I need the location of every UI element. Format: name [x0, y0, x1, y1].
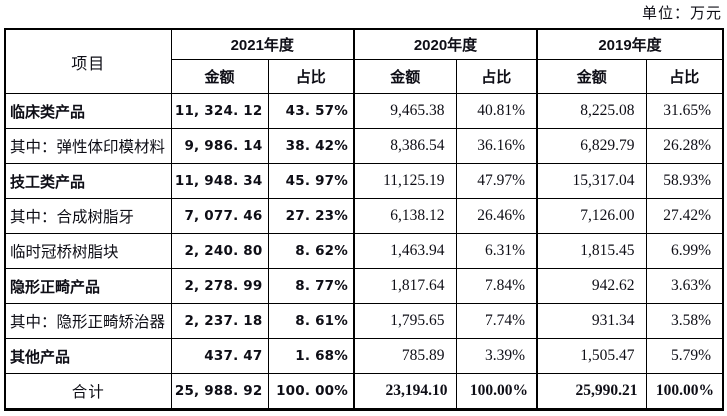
share-2019: 27.42%: [645, 198, 724, 234]
amount-2019: 1,505.47: [536, 338, 647, 374]
share-2020: 47.97%: [455, 163, 538, 199]
share-2021: 45. 97%: [267, 163, 355, 199]
header-share-2020: 占比: [455, 59, 538, 94]
share-2020: 3.39%: [455, 338, 538, 374]
share-2019: 5.79%: [645, 338, 724, 374]
amount-2021: 11, 324. 12: [170, 93, 269, 129]
row-label: 其中：合成树脂牙: [4, 198, 172, 234]
amount-2019: 7,126.00: [536, 198, 647, 234]
amount-2020: 1,463.94: [353, 233, 457, 269]
row-label: 其他产品: [4, 338, 172, 374]
row-label: 临床类产品: [4, 93, 172, 129]
share-2019: 100.00%: [645, 373, 724, 410]
amount-2020: 11,125.19: [353, 163, 457, 199]
amount-2020: 1,795.65: [353, 303, 457, 339]
amount-2021: 7, 077. 46: [170, 198, 269, 234]
share-2021: 1. 68%: [267, 338, 355, 374]
amount-2019: 1,815.45: [536, 233, 647, 269]
header-amount-2020: 金额: [353, 59, 457, 94]
amount-2021: 25, 988. 92: [170, 373, 269, 410]
amount-2020: 785.89: [353, 338, 457, 374]
table-row-clinical-products: 临床类产品 11, 324. 12 43. 57% 9,465.38 40.81…: [4, 93, 724, 129]
amount-2019: 8,225.08: [536, 93, 647, 129]
row-label: 其中：隐形正畸矫治器: [4, 303, 172, 339]
header-row-years: 项目 2021年度 2020年度 2019年度: [4, 28, 724, 94]
header-row-measures: 金额 占比 金额 占比 金额 占比: [5, 59, 724, 94]
revenue-by-product-table: 项目 2021年度 2020年度 2019年度 金额 占比 金额 占比 金额 占…: [4, 28, 724, 411]
header-item: 项目: [4, 28, 172, 94]
amount-2021: 9, 986. 14: [170, 128, 269, 164]
amount-2019: 25,990.21: [536, 373, 647, 410]
header-year-2020: 2020年度: [353, 28, 538, 60]
row-label: 临时冠桥树脂块: [4, 233, 172, 269]
amount-2021: 11, 948. 34: [170, 163, 269, 199]
amount-2020: 23,194.10: [353, 373, 457, 410]
amount-2021: 2, 237. 18: [170, 303, 269, 339]
header-amount-2021: 金额: [170, 59, 269, 94]
amount-2019: 6,829.79: [536, 128, 647, 164]
amount-2019: 931.34: [536, 303, 647, 339]
share-2021: 8. 61%: [267, 303, 355, 339]
share-2020: 6.31%: [455, 233, 538, 269]
table-row-technical-products: 技工类产品 11, 948. 34 45. 97% 11,125.19 47.9…: [4, 163, 724, 199]
amount-2021: 2, 278. 99: [170, 268, 269, 304]
share-2019: 3.58%: [645, 303, 724, 339]
share-2019: 31.65%: [645, 93, 724, 129]
row-label: 技工类产品: [4, 163, 172, 199]
share-2021: 27. 23%: [267, 198, 355, 234]
table-row-elastomer-impression-material: 其中：弹性体印模材料 9, 986. 14 38. 42% 8,386.54 3…: [4, 128, 724, 164]
share-2021: 43. 57%: [267, 93, 355, 129]
share-2020: 40.81%: [455, 93, 538, 129]
share-2020: 7.74%: [455, 303, 538, 339]
unit-note: 单位：万元: [641, 6, 722, 22]
share-2021: 8. 62%: [267, 233, 355, 269]
share-2020: 26.46%: [455, 198, 538, 234]
header-year-2021: 2021年度: [170, 28, 355, 60]
amount-2019: 15,317.04: [536, 163, 647, 199]
share-2020: 7.84%: [455, 268, 538, 304]
share-2020: 100.00%: [455, 373, 538, 410]
share-2019: 58.93%: [645, 163, 724, 199]
amount-2021: 2, 240. 80: [170, 233, 269, 269]
share-2021: 100. 00%: [267, 373, 355, 410]
amount-2020: 9,465.38: [353, 93, 457, 129]
header-share-2019: 占比: [645, 59, 724, 94]
amount-2019: 942.62: [536, 268, 647, 304]
share-2019: 3.63%: [645, 268, 724, 304]
row-label: 其中：弹性体印模材料: [4, 128, 172, 164]
table-row-invisible-orthodontic-appliance: 其中：隐形正畸矫治器 2, 237. 18 8. 61% 1,795.65 7.…: [4, 303, 724, 339]
share-2020: 36.16%: [455, 128, 538, 164]
share-2019: 26.28%: [645, 128, 724, 164]
share-2021: 38. 42%: [267, 128, 355, 164]
amount-2020: 1,817.64: [353, 268, 457, 304]
table-row-other-products: 其他产品 437. 47 1. 68% 785.89 3.39% 1,505.4…: [4, 338, 724, 374]
header-share-2021: 占比: [267, 59, 355, 94]
table-row-temporary-crown-bridge-resin-block: 临时冠桥树脂块 2, 240. 80 8. 62% 1,463.94 6.31%…: [4, 233, 724, 269]
total-label: 合计: [4, 373, 172, 410]
table-row-synthetic-resin-teeth: 其中：合成树脂牙 7, 077. 46 27. 23% 6,138.12 26.…: [4, 198, 724, 234]
amount-2020: 8,386.54: [353, 128, 457, 164]
table-row-invisible-orthodontic-products: 隐形正畸产品 2, 278. 99 8. 77% 1,817.64 7.84% …: [4, 268, 724, 304]
table-row-total: 合计 25, 988. 92 100. 00% 23,194.10 100.00…: [4, 373, 724, 410]
share-2019: 6.99%: [645, 233, 724, 269]
amount-2021: 437. 47: [170, 338, 269, 374]
row-label: 隐形正畸产品: [4, 268, 172, 304]
header-year-2019: 2019年度: [536, 28, 724, 60]
share-2021: 8. 77%: [267, 268, 355, 304]
amount-2020: 6,138.12: [353, 198, 457, 234]
header-amount-2019: 金额: [536, 59, 647, 94]
